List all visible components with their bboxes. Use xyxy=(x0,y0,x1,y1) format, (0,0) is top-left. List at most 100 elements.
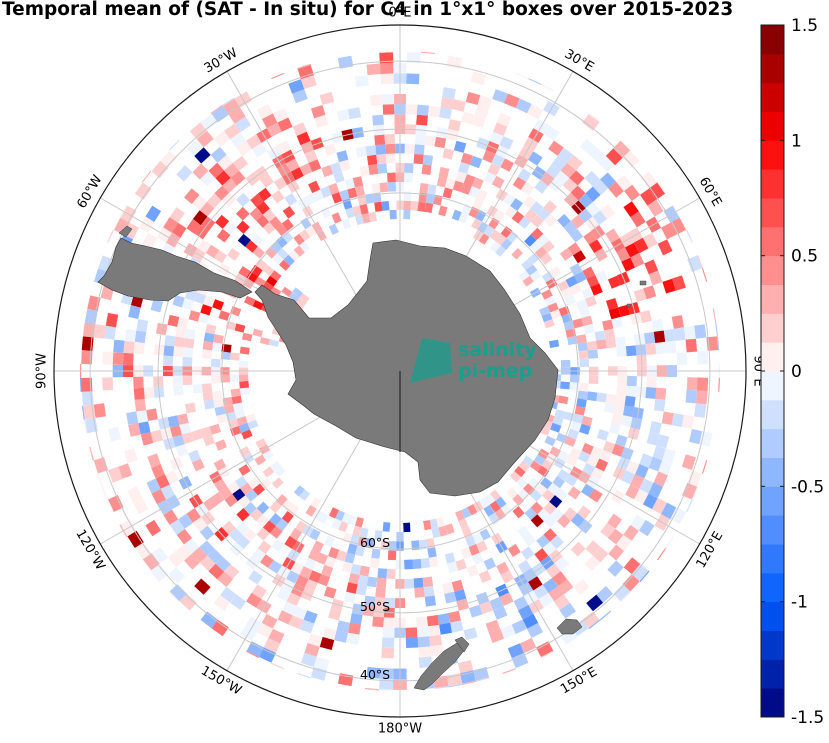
data-cell xyxy=(179,593,197,611)
data-cell xyxy=(202,295,216,308)
data-cell xyxy=(542,541,557,556)
longitude-label: 180°W xyxy=(378,722,422,737)
colorbar-tick-label: -1 xyxy=(791,593,808,613)
data-cell xyxy=(212,342,223,352)
data-cell xyxy=(438,525,448,537)
data-cell xyxy=(602,440,616,454)
data-cell xyxy=(461,203,473,216)
data-cell xyxy=(622,150,640,168)
data-cell xyxy=(201,349,213,359)
data-cell xyxy=(371,183,381,194)
data-cell xyxy=(500,158,514,172)
data-cell xyxy=(437,613,450,625)
data-cell xyxy=(140,432,154,446)
data-cell xyxy=(238,446,251,458)
data-cell xyxy=(247,477,261,490)
data-cell xyxy=(234,323,246,333)
colorbar-segment xyxy=(761,111,784,141)
data-cell xyxy=(622,574,640,592)
data-cell xyxy=(577,450,591,463)
data-cell xyxy=(212,390,223,400)
data-cell xyxy=(246,134,262,150)
data-cell xyxy=(576,398,587,408)
data-cell xyxy=(615,434,628,448)
data-cell xyxy=(277,117,293,132)
data-cell xyxy=(251,142,267,158)
data-cell xyxy=(608,422,621,435)
data-cell xyxy=(653,471,668,487)
data-cell xyxy=(297,64,314,80)
data-cell xyxy=(584,295,598,308)
data-cell xyxy=(226,481,240,494)
data-cell xyxy=(578,382,589,392)
data-cell xyxy=(143,386,155,399)
data-cell xyxy=(127,530,144,548)
data-cell xyxy=(305,225,317,238)
data-cell xyxy=(689,429,703,445)
data-cell xyxy=(234,409,246,419)
data-cell xyxy=(600,204,616,220)
data-cell xyxy=(228,528,243,543)
data-cell xyxy=(381,93,395,105)
data-cell xyxy=(292,606,307,620)
data-cell xyxy=(151,160,169,179)
data-cell xyxy=(478,570,492,583)
data-cell xyxy=(530,214,544,228)
data-cell xyxy=(489,241,501,253)
watermark-line2: pi-mep xyxy=(458,360,532,382)
data-cell xyxy=(262,449,274,461)
data-cell xyxy=(633,237,649,254)
data-cell xyxy=(212,299,224,311)
data-cell xyxy=(169,584,187,602)
data-cell xyxy=(191,429,204,441)
data-cell xyxy=(377,568,388,579)
data-cell xyxy=(600,522,616,539)
data-cell xyxy=(592,179,609,196)
data-cell xyxy=(405,104,418,115)
data-cell xyxy=(529,489,543,502)
data-cell xyxy=(485,619,501,634)
data-cell xyxy=(384,133,396,145)
data-cell xyxy=(416,104,429,116)
data-cell xyxy=(134,542,152,560)
data-cell xyxy=(403,522,411,533)
data-cell xyxy=(512,176,527,191)
data-cell xyxy=(193,292,207,305)
data-cell xyxy=(208,563,225,580)
data-cell xyxy=(134,330,147,344)
data-cell xyxy=(248,570,263,585)
data-cell xyxy=(524,234,537,247)
data-cell xyxy=(626,375,638,387)
data-cell xyxy=(272,108,289,123)
data-cell xyxy=(348,107,361,120)
data-cell xyxy=(549,495,563,509)
data-cell xyxy=(608,181,624,198)
data-cell xyxy=(541,271,554,283)
heard-island xyxy=(626,303,631,308)
data-cell xyxy=(478,497,490,509)
data-cell xyxy=(564,295,577,306)
data-cell xyxy=(350,613,363,625)
data-cell xyxy=(527,151,543,166)
data-cell xyxy=(414,144,425,155)
colorbar-tick-label: 1.5 xyxy=(791,16,818,36)
data-cell xyxy=(118,463,133,479)
data-cell xyxy=(463,627,478,641)
data-cell xyxy=(246,592,262,608)
data-cell xyxy=(243,501,257,515)
data-cell xyxy=(615,394,626,406)
data-cell xyxy=(561,287,574,299)
data-cell xyxy=(192,516,208,532)
data-cell xyxy=(213,594,231,612)
data-cell xyxy=(438,205,448,217)
data-cell xyxy=(557,579,574,595)
data-cell xyxy=(468,206,480,219)
data-cell xyxy=(183,338,195,349)
data-cell xyxy=(651,497,667,515)
data-cell xyxy=(405,627,418,638)
colorbar-segment xyxy=(761,342,784,372)
data-cell xyxy=(611,413,623,425)
data-cell xyxy=(259,647,276,663)
data-cell xyxy=(177,317,189,329)
colorbar-segment xyxy=(761,255,784,285)
